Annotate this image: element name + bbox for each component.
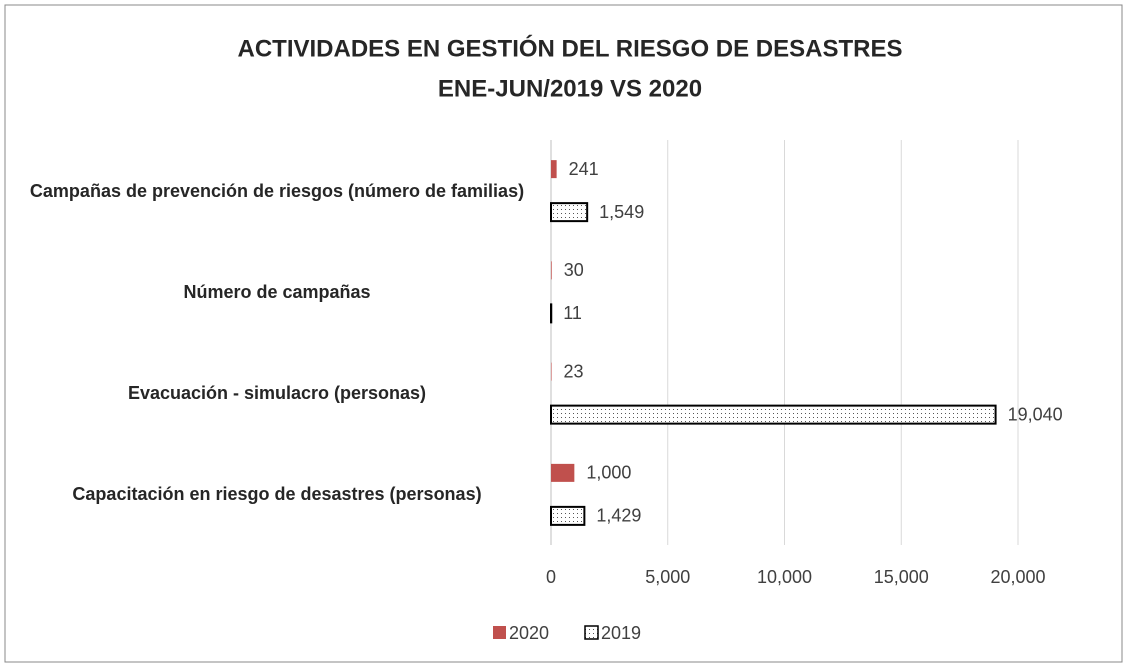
x-tick-label: 15,000 xyxy=(874,567,929,587)
value-label: 1,549 xyxy=(599,202,644,222)
value-label: 30 xyxy=(564,260,584,280)
bar xyxy=(550,404,997,425)
x-tick-label: 5,000 xyxy=(645,567,690,587)
value-label: 241 xyxy=(569,159,599,179)
frame xyxy=(4,4,1123,663)
x-tick-label: 0 xyxy=(546,567,556,587)
value-label: 1,000 xyxy=(586,463,631,483)
bar xyxy=(550,202,589,223)
value-label: 23 xyxy=(564,361,584,381)
legend-swatch xyxy=(493,626,506,639)
bar xyxy=(550,505,586,526)
category-label: Evacuación - simulacro (personas) xyxy=(127,383,427,404)
chart-title: ACTIVIDADES EN GESTIÓN DEL RIESGO DE DES… xyxy=(238,34,903,62)
bar xyxy=(551,463,575,482)
x-tick-label: 20,000 xyxy=(990,567,1045,587)
value-label: 1,429 xyxy=(596,506,641,526)
value-label: 19,040 xyxy=(1008,404,1063,424)
bar xyxy=(551,261,552,280)
legend-label: 2019 xyxy=(601,623,641,643)
chart-title: ENE-JUN/2019 VS 2020 xyxy=(438,75,702,102)
legend-label: 2020 xyxy=(509,623,549,643)
value-label: 11 xyxy=(563,303,582,323)
category-label: Capacitación en riesgo de desastres (per… xyxy=(72,484,482,505)
legend-swatch xyxy=(584,625,599,640)
category-label: Campañas de prevención de riesgos (númer… xyxy=(29,180,525,201)
bar xyxy=(551,362,552,381)
bar xyxy=(551,160,557,179)
category-label: Número de campañas xyxy=(183,281,371,302)
x-tick-label: 10,000 xyxy=(757,567,812,587)
